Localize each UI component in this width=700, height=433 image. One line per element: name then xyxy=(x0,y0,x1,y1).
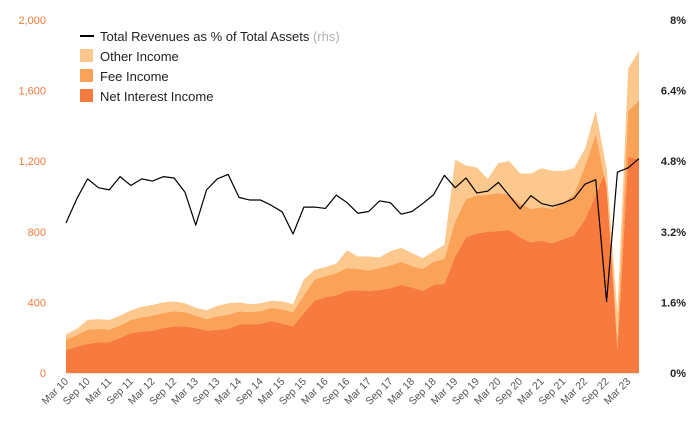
legend-swatch-net-interest-income xyxy=(80,89,93,102)
legend-swatch-fee-income xyxy=(80,69,93,82)
right-tick-label: 8% xyxy=(670,15,686,27)
left-tick-label: 400 xyxy=(28,297,46,309)
legend-label: Net Interest Income xyxy=(100,89,213,104)
area-layer xyxy=(66,50,639,373)
area-fee-income xyxy=(66,100,639,351)
legend-swatch-other-income xyxy=(80,49,93,62)
right-axis: 0% 1.6% 3.2% 4.8% 6.4% 8% xyxy=(661,15,686,380)
right-tick-label: 6.4% xyxy=(661,86,686,98)
line-layer xyxy=(65,158,640,303)
left-tick-label: 800 xyxy=(28,227,46,239)
right-tick-label: 1.6% xyxy=(661,297,686,309)
legend-label: Total Revenues as % of Total Assets (rhs… xyxy=(100,29,340,44)
right-tick-label: 3.2% xyxy=(661,227,686,239)
right-tick-label: 4.8% xyxy=(661,156,686,168)
left-tick-label: 1,200 xyxy=(18,156,46,168)
legend-label: Other Income xyxy=(100,49,179,64)
left-tick-label: 0 xyxy=(40,368,46,380)
legend: Total Revenues as % of Total Assets (rhs… xyxy=(80,29,340,104)
line-total-revenues-pct xyxy=(65,158,640,303)
right-tick-label: 0% xyxy=(670,368,686,380)
area-net-interest-income xyxy=(66,156,639,373)
left-tick-label: 1,600 xyxy=(18,86,46,98)
left-tick-label: 2,000 xyxy=(18,15,46,27)
area-other-income xyxy=(66,50,639,340)
legend-label: Fee Income xyxy=(100,69,169,84)
left-axis: 0 400 800 1,200 1,600 2,000 xyxy=(18,15,46,380)
